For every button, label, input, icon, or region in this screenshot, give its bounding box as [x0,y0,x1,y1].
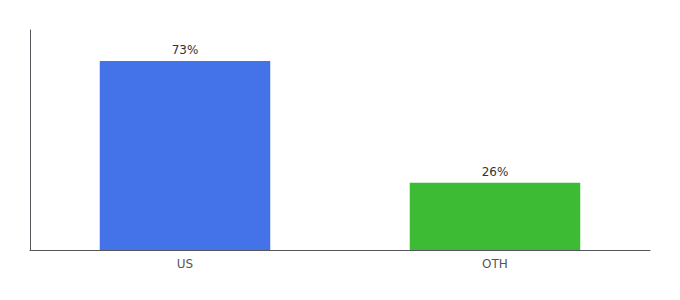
svg-text:OTH: OTH [482,257,508,271]
svg-text:US: US [177,257,193,271]
svg-text:26%: 26% [482,165,509,179]
svg-text:73%: 73% [172,43,199,57]
